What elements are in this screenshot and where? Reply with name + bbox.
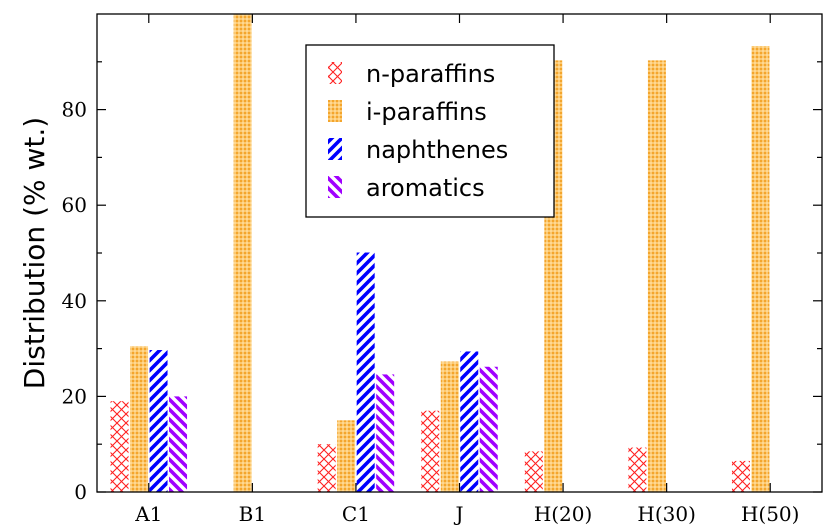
- bar-aromatics-c1: [376, 374, 395, 492]
- bar-i-paraffins-c1: [337, 420, 356, 492]
- x-tick-label-h-20: H(20): [534, 502, 593, 526]
- y-tick-label: 60: [62, 193, 87, 217]
- bar-i-paraffins-h-30: [647, 60, 666, 493]
- bar-aromatics-j: [479, 366, 498, 492]
- bar-n-paraffins-j: [421, 410, 440, 492]
- y-axis-title: Distribution (% wt.): [18, 117, 51, 389]
- y-tick-label: 0: [74, 480, 87, 504]
- x-tick-label-j: J: [453, 502, 463, 526]
- bars: [110, 14, 770, 493]
- legend-swatch-naphthenes: [328, 138, 342, 160]
- x-tick-label-c1: C1: [342, 502, 370, 526]
- y-tick-label: 40: [62, 289, 87, 313]
- legend-swatch-i-paraffins: [328, 100, 342, 122]
- bar-n-paraffins-h-20: [524, 451, 543, 492]
- axes: 0 20 40 60 80 A1 B1 C1 J H(20) H(30) H(50) Distribut…: [18, 13, 823, 526]
- bar-n-paraffins-h-50: [731, 460, 750, 492]
- x-tick-label-h-50: H(50): [741, 502, 800, 526]
- bar-naphthenes-c1: [356, 252, 375, 492]
- x-tick-label-a1: A1: [134, 502, 162, 526]
- bar-i-paraffins-a1: [130, 346, 149, 492]
- bar-naphthenes-a1: [149, 350, 168, 492]
- bar-n-paraffins-c1: [317, 444, 336, 492]
- legend-swatch-aromatics: [328, 176, 342, 198]
- legend-label-n-paraffins: n-paraffins: [366, 60, 495, 88]
- x-tick-label-b1: B1: [239, 502, 266, 526]
- legend-swatch-n-paraffins: [328, 62, 342, 84]
- legend-box: [305, 44, 555, 218]
- bar-naphthenes-j: [460, 351, 479, 492]
- bar-aromatics-a1: [169, 396, 188, 492]
- legend: n-paraffins i-paraffins naphthenes aromatic…: [305, 44, 555, 218]
- bar-i-paraffins-b1: [233, 14, 252, 492]
- bar-n-paraffins-a1: [110, 401, 129, 492]
- y-tick-label: 80: [62, 98, 87, 122]
- x-tick-label-h-30: H(30): [637, 502, 696, 526]
- y-tick-label: 20: [62, 384, 87, 408]
- legend-label-aromatics: aromatics: [366, 174, 485, 202]
- legend-label-i-paraffins: i-paraffins: [366, 98, 487, 126]
- legend-label-naphthenes: naphthenes: [366, 136, 508, 164]
- bar-i-paraffins-h-50: [751, 46, 770, 492]
- bar-i-paraffins-j: [440, 361, 459, 492]
- bar-n-paraffins-h-30: [628, 447, 647, 492]
